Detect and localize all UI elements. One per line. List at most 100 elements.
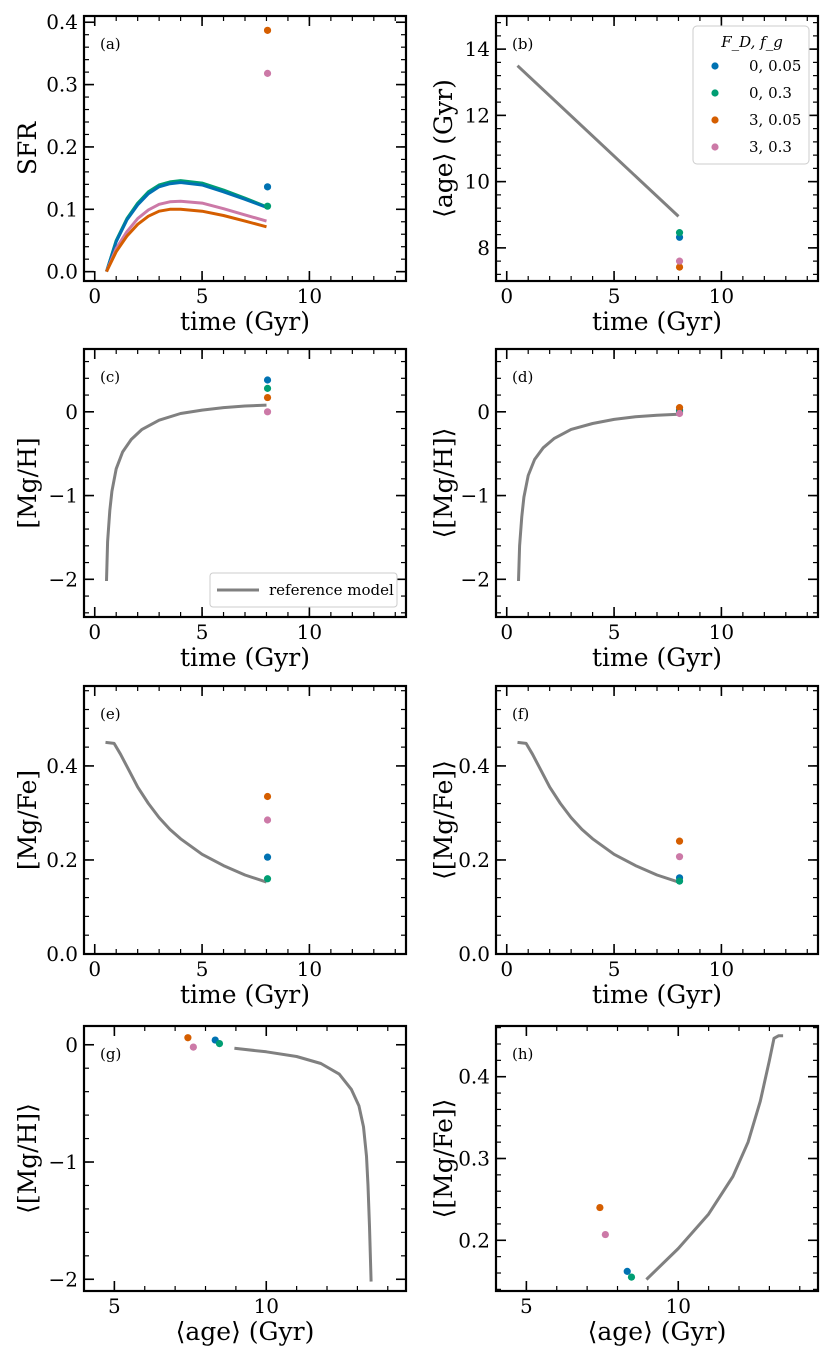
axes-frame (494, 14, 820, 283)
axes-frame (494, 1024, 820, 1293)
plot-area (596, 1034, 784, 1281)
plot-area (105, 26, 272, 273)
y-tick-label: −2 (49, 567, 78, 591)
x-tick-label: 0 (500, 957, 513, 981)
x-tick-label: 5 (196, 620, 209, 644)
panel-g: 5 10 −2 −1 0 (g) ⟨age⟩ (Gyr) ⟨[Mg/H]⟩ (13, 1024, 408, 1346)
y-tick-label: 0.2 (458, 1228, 490, 1252)
y-axis-label: [Mg/Fe] (13, 770, 42, 870)
panel-label: (f) (512, 705, 529, 723)
data-point (675, 409, 684, 418)
x-tick-label: 0 (88, 620, 101, 644)
x-tick-label: 5 (608, 284, 621, 308)
y-tick-label: 0.3 (458, 1147, 490, 1171)
y-tick-label: 0.2 (46, 135, 78, 159)
y-axis-label: ⟨age⟩ (Gyr) (429, 79, 458, 218)
plot-area (184, 1034, 373, 1282)
x-axis-label: ⟨age⟩ (Gyr) (176, 1317, 315, 1346)
x-tick-label: 10 (709, 620, 734, 644)
data-point (263, 816, 272, 824)
y-tick-label: 0.0 (458, 942, 490, 966)
axis-ticks (496, 349, 818, 617)
data-point (263, 393, 272, 402)
x-axis-label: time (Gyr) (592, 307, 722, 336)
data-point (627, 1273, 636, 1281)
panel-b: 0 5 10 8 10 12 14 (b) time (Gyr) ⟨age⟩ (Gyr) F_D, … (429, 14, 820, 336)
reference-model-line (517, 412, 679, 582)
x-tick-label: 0 (88, 957, 101, 981)
axis-ticks (496, 686, 818, 955)
data-point (675, 229, 684, 237)
y-axis-label: ⟨[Mg/H]⟩ (429, 428, 458, 539)
series-line (105, 181, 268, 273)
reference-model-line (105, 403, 267, 582)
y-tick-label: 0.3 (46, 73, 78, 97)
panel-e: 0 5 10 0.0 0.2 0.4 (e) time (Gyr) [Mg/Fe] (13, 684, 408, 1009)
y-tick-label: 0.0 (46, 942, 78, 966)
y-axis-label: [Mg/H] (13, 437, 42, 528)
x-axis-label: time (Gyr) (180, 307, 310, 336)
x-tick-label: 10 (666, 1294, 691, 1318)
axis-ticks (83, 1026, 406, 1291)
y-tick-label: 0.2 (458, 848, 490, 872)
y-tick-label: 0.4 (458, 1065, 490, 1089)
data-point (263, 875, 272, 883)
data-point (596, 1203, 604, 1212)
axis-ticks (84, 686, 406, 955)
data-point (263, 853, 272, 861)
legend-entry: 0, 0.05 (749, 57, 801, 75)
panel-a: 0 5 10 0.0 0.1 0.2 0.3 0.4 (a) time (Gyr) SFR (13, 10, 408, 336)
panel-label: (a) (100, 35, 121, 53)
axes-frame (82, 14, 408, 283)
x-tick-label: 10 (297, 284, 322, 308)
axes-frame (82, 347, 408, 619)
data-point (263, 69, 272, 77)
legend-entry: 3, 0.05 (749, 111, 801, 129)
data-point (675, 263, 684, 271)
panel-d: 0 5 10 −2 −1 0 (d) time (Gyr) ⟨[Mg/H]⟩ (429, 347, 820, 672)
axis-ticks (84, 16, 406, 281)
y-tick-label: 0.2 (46, 848, 78, 872)
data-point (215, 1039, 224, 1048)
x-tick-label: 0 (500, 620, 513, 644)
legend-marker (711, 89, 719, 97)
y-tick-label: 0.1 (46, 197, 78, 221)
y-axis-label: SFR (13, 121, 42, 175)
series-line (105, 207, 267, 273)
y-tick-label: 8 (477, 236, 490, 260)
reference-model-line (517, 740, 679, 884)
panel-f: 0 5 10 0.0 0.2 0.4 (f) time (Gyr) ⟨[Mg/Fe]⟩ (429, 684, 820, 1009)
x-axis-label: time (Gyr) (592, 643, 722, 672)
legend-title: F_D, f_g (720, 33, 783, 51)
legend-box (692, 25, 810, 165)
legend-entry: 3, 0.3 (749, 138, 792, 156)
reference-model-line (105, 740, 267, 884)
x-tick-label: 10 (254, 1294, 279, 1318)
y-tick-label: 10 (465, 170, 490, 194)
y-tick-label: 0.0 (46, 260, 78, 284)
x-tick-label: 5 (608, 620, 621, 644)
data-point (263, 376, 272, 384)
x-axis-label: time (Gyr) (180, 643, 310, 672)
legend-box (209, 572, 398, 608)
y-tick-label: −2 (49, 1267, 78, 1291)
data-point (675, 404, 684, 412)
plot-area (517, 404, 684, 582)
axes-frame (494, 347, 820, 619)
x-tick-label: 5 (520, 1294, 533, 1318)
data-point (675, 853, 684, 861)
legend-entry: 0, 0.3 (749, 84, 792, 102)
plot-area (105, 376, 272, 582)
plot-area (105, 740, 272, 884)
panel-label: (g) (100, 1045, 121, 1063)
legend-marker (711, 116, 719, 124)
panel-label: (d) (512, 368, 533, 386)
y-axis-label: ⟨[Mg/H]⟩ (13, 1103, 42, 1214)
data-point (189, 1043, 197, 1051)
y-tick-label: 12 (465, 103, 490, 127)
data-point (263, 792, 272, 801)
y-tick-label: −1 (49, 484, 78, 508)
panel-label: (h) (512, 1045, 533, 1063)
y-axis-label: ⟨[Mg/Fe]⟩ (429, 760, 458, 880)
